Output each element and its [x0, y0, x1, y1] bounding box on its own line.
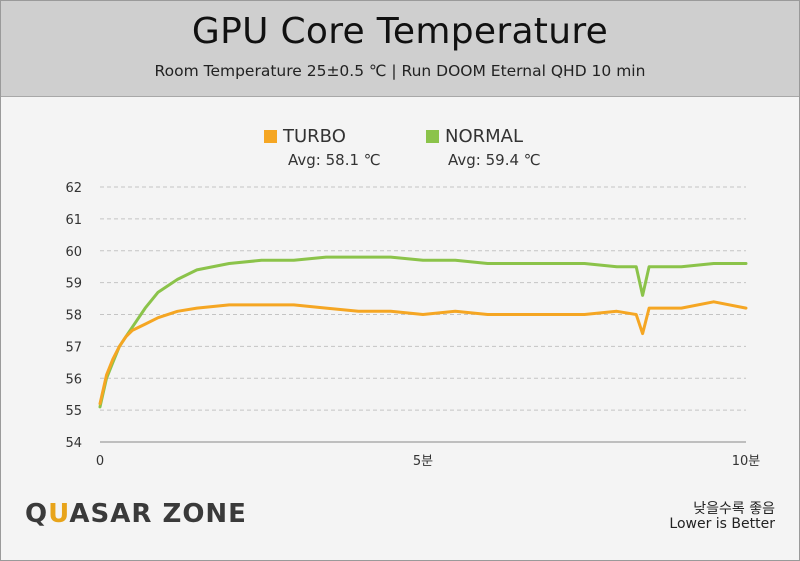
y-tick-label: 61 [65, 213, 82, 228]
y-tick-label: 55 [65, 404, 82, 419]
series-line-normal [98, 255, 748, 409]
y-tick-label: 58 [65, 309, 82, 324]
legend-avg-normal: Avg: 59.4 ℃ [448, 151, 541, 169]
x-tick-label: 5분 [413, 454, 433, 469]
series-line-turbo [98, 300, 748, 406]
note-korean: 낮을수록 좋음 [693, 501, 775, 517]
legend-label-normal: NORMAL [445, 125, 524, 147]
y-tick-label: 54 [65, 436, 82, 451]
legend-item-turbo: TURBO [264, 125, 346, 147]
x-tick-label: 0 [96, 454, 104, 469]
legend-label-turbo: TURBO [283, 125, 346, 147]
y-tick-label: 60 [65, 245, 82, 260]
chart-subtitle: Room Temperature 25±0.5 ℃ | Run DOOM Ete… [154, 62, 646, 80]
y-tick-label: 57 [65, 340, 82, 355]
quasarzone-logo: QUASAR ZONE [25, 499, 247, 529]
legend-item-normal: NORMAL [426, 125, 523, 147]
y-tick-label: 56 [65, 372, 82, 387]
y-tick-label: 59 [65, 277, 82, 292]
x-tick-label: 10분 [732, 454, 761, 469]
note-lower-is-better: Lower is Better [669, 516, 775, 532]
chart-header: GPU Core Temperature Room Temperature 25… [1, 1, 799, 97]
legend-avg-turbo: Avg: 58.1 ℃ [288, 151, 381, 169]
legend-swatch-normal [426, 129, 439, 143]
chart-title: GPU Core Temperature [191, 11, 609, 52]
legend-swatch-turbo [264, 129, 277, 143]
y-tick-label: 62 [65, 181, 82, 196]
